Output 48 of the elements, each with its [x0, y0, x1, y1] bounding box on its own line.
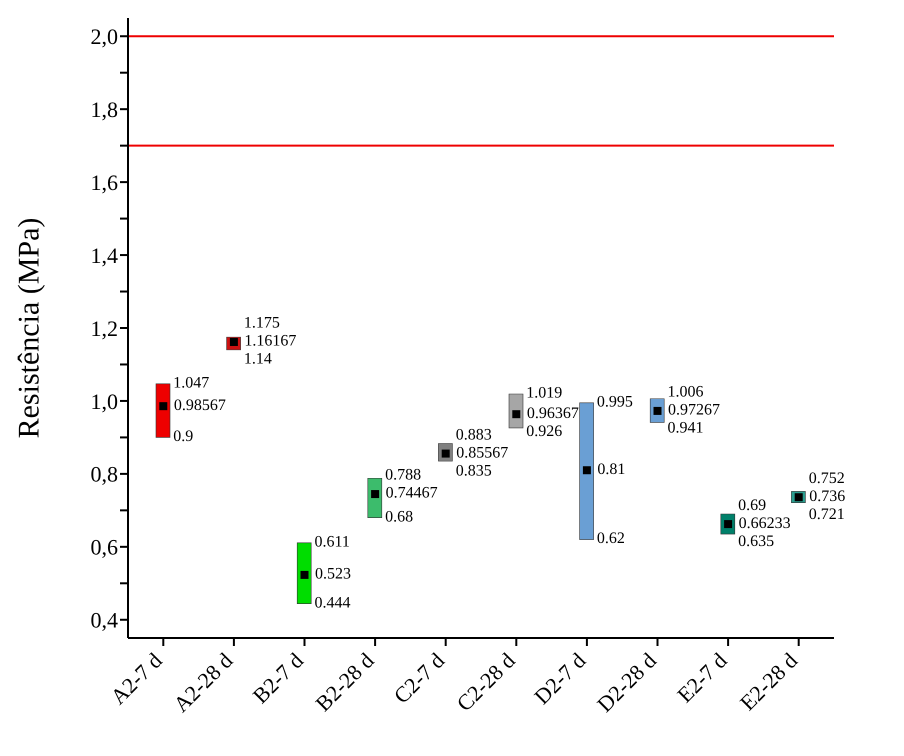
- bar: [156, 384, 170, 438]
- y-tick-label: 2,0: [90, 24, 118, 50]
- annotation: 0.444: [314, 594, 350, 612]
- annotation: 1.019: [526, 384, 562, 402]
- y-tick-label: 0,6: [90, 534, 118, 560]
- annotation: 0.68: [385, 508, 414, 526]
- data-label: 0.74467: [386, 484, 438, 502]
- annotation: 1.047: [173, 374, 210, 392]
- data-label: 0.96367: [526, 404, 579, 422]
- y-tick-label: 1,8: [90, 96, 118, 122]
- annotation: 0.835: [456, 462, 492, 480]
- data-label: 0.736: [809, 488, 846, 505]
- bar: [296, 542, 312, 604]
- annotation: 0.9: [173, 428, 194, 446]
- data-label: 0.66233: [738, 514, 791, 532]
- point: [512, 410, 520, 418]
- annotation: 0.883: [456, 426, 492, 444]
- annotation: 1.175: [244, 314, 280, 332]
- annotation: 0.62: [596, 530, 625, 548]
- data-label: 0.97267: [668, 402, 720, 419]
- annotation: 0.752: [808, 470, 845, 487]
- annotation: 0.635: [738, 532, 774, 550]
- point: [582, 466, 591, 474]
- annotation: 0.611: [314, 533, 350, 550]
- annotation: 0.926: [526, 422, 562, 440]
- annotation: 0.69: [738, 496, 766, 514]
- annotation: 0.995: [596, 393, 633, 410]
- y-tick-label: 1,6: [90, 170, 118, 195]
- point: [300, 570, 308, 579]
- y-tick-label: 0,4: [90, 608, 118, 633]
- data-label: 0.98567: [174, 396, 226, 414]
- y-tick-label: 1,4: [90, 242, 118, 268]
- y-tick-label: 1,0: [90, 388, 118, 414]
- bar: [579, 402, 594, 540]
- data-label: 1.16167: [244, 332, 296, 350]
- annotation: 0.721: [808, 506, 845, 523]
- annotation: 1.006: [668, 384, 704, 401]
- point: [371, 490, 380, 498]
- y-axis-title: Resistência (MPa): [12, 218, 46, 438]
- annotation: 1.14: [244, 350, 272, 368]
- data-label: 0.85567: [456, 444, 508, 462]
- annotation: 0.941: [668, 420, 704, 437]
- point: [159, 402, 168, 410]
- data-label: 0.81: [597, 460, 626, 478]
- y-tick-label: 0,8: [90, 462, 118, 487]
- annotation: 0.788: [385, 466, 422, 484]
- data-label: 0.523: [315, 566, 352, 583]
- y-tick-label: 1,2: [90, 316, 118, 341]
